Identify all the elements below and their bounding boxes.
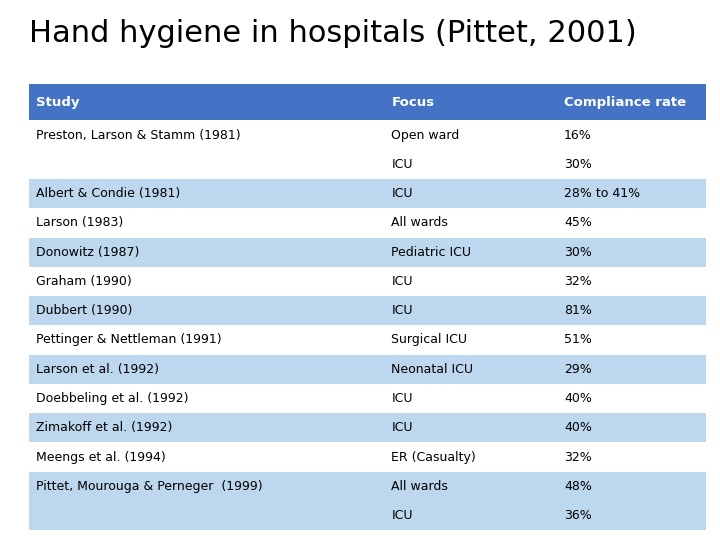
Text: Doebbeling et al. (1992): Doebbeling et al. (1992): [36, 392, 189, 405]
Bar: [29, 84, 706, 120]
Text: 45%: 45%: [564, 217, 592, 230]
Bar: [29, 472, 706, 501]
Bar: [29, 325, 706, 355]
Text: 32%: 32%: [564, 275, 592, 288]
Text: Pediatric ICU: Pediatric ICU: [392, 246, 472, 259]
Text: 40%: 40%: [564, 392, 592, 405]
Text: ICU: ICU: [392, 158, 413, 171]
Text: 48%: 48%: [564, 480, 592, 493]
Text: Albert & Condie (1981): Albert & Condie (1981): [36, 187, 180, 200]
Text: 36%: 36%: [564, 509, 592, 522]
Text: Neonatal ICU: Neonatal ICU: [392, 363, 473, 376]
Bar: [29, 238, 706, 267]
Text: Larson (1983): Larson (1983): [36, 217, 123, 230]
Bar: [29, 296, 706, 325]
Text: 29%: 29%: [564, 363, 592, 376]
Bar: [29, 150, 706, 179]
Text: 81%: 81%: [564, 304, 592, 317]
Text: Pittet, Mourouga & Perneger  (1999): Pittet, Mourouga & Perneger (1999): [36, 480, 263, 493]
Text: ICU: ICU: [392, 509, 413, 522]
Text: 30%: 30%: [564, 246, 592, 259]
Bar: [29, 442, 706, 472]
Bar: [29, 208, 706, 238]
Text: Surgical ICU: Surgical ICU: [392, 334, 467, 347]
Text: Open ward: Open ward: [392, 129, 459, 141]
Text: ER (Casualty): ER (Casualty): [392, 450, 476, 464]
Text: ICU: ICU: [392, 421, 413, 434]
Text: Meengs et al. (1994): Meengs et al. (1994): [36, 450, 166, 464]
Text: 16%: 16%: [564, 129, 592, 141]
Text: ICU: ICU: [392, 304, 413, 317]
Text: All wards: All wards: [392, 480, 448, 493]
Text: Preston, Larson & Stamm (1981): Preston, Larson & Stamm (1981): [36, 129, 240, 141]
Text: 51%: 51%: [564, 334, 592, 347]
Bar: [29, 120, 706, 150]
Bar: [29, 267, 706, 296]
Text: 32%: 32%: [564, 450, 592, 464]
Text: ICU: ICU: [392, 392, 413, 405]
Text: Study: Study: [36, 96, 79, 109]
Bar: [29, 413, 706, 442]
Text: 28% to 41%: 28% to 41%: [564, 187, 640, 200]
Text: ICU: ICU: [392, 275, 413, 288]
Text: Hand hygiene in hospitals (Pittet, 2001): Hand hygiene in hospitals (Pittet, 2001): [29, 19, 636, 48]
Text: Compliance rate: Compliance rate: [564, 96, 686, 109]
Text: Zimakoff et al. (1992): Zimakoff et al. (1992): [36, 421, 172, 434]
Bar: [29, 384, 706, 413]
Bar: [29, 355, 706, 384]
Text: Pettinger & Nettleman (1991): Pettinger & Nettleman (1991): [36, 334, 222, 347]
Text: All wards: All wards: [392, 217, 448, 230]
Text: 30%: 30%: [564, 158, 592, 171]
Text: Larson et al. (1992): Larson et al. (1992): [36, 363, 159, 376]
Text: Graham (1990): Graham (1990): [36, 275, 132, 288]
Bar: [29, 179, 706, 208]
Text: ICU: ICU: [392, 187, 413, 200]
Text: Donowitz (1987): Donowitz (1987): [36, 246, 140, 259]
Text: Dubbert (1990): Dubbert (1990): [36, 304, 132, 317]
Bar: [29, 501, 706, 530]
Text: Focus: Focus: [392, 96, 434, 109]
Text: 40%: 40%: [564, 421, 592, 434]
